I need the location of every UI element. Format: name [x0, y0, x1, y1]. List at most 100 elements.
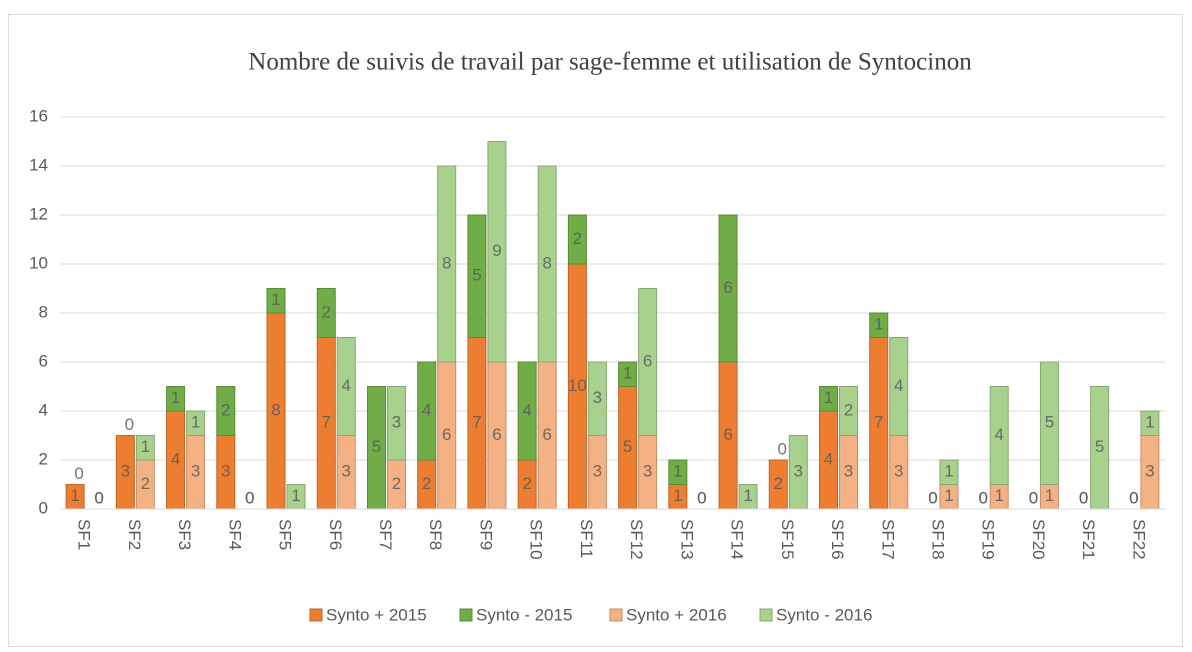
x-tick-label: SF22	[1129, 519, 1148, 560]
data-label: 2	[422, 474, 431, 493]
bar-segment	[1140, 410, 1160, 436]
bar-segment	[437, 165, 457, 363]
data-label: 0	[94, 488, 103, 507]
data-label: 2	[392, 474, 401, 493]
bar-segment	[939, 459, 959, 485]
x-tick-label: SF16	[828, 519, 847, 560]
data-label: 1	[1045, 486, 1054, 505]
data-label: 0	[978, 488, 987, 507]
bar-segment	[819, 386, 839, 412]
data-label: 1	[141, 437, 150, 456]
bar-segment	[417, 361, 437, 461]
data-label: 6	[723, 425, 732, 444]
x-tick-label: SF20	[1029, 519, 1048, 560]
y-tick-label: 16	[29, 106, 48, 125]
data-label: 1	[271, 290, 280, 309]
data-label: 0	[1129, 488, 1138, 507]
data-label: 5	[623, 437, 632, 456]
x-tick-label: SF2	[125, 519, 144, 550]
legend-label: Synto - 2016	[776, 605, 872, 624]
x-tick-label: SF1	[75, 519, 94, 550]
data-label: 1	[191, 413, 200, 432]
bar-segment	[266, 288, 286, 314]
data-label: 0	[74, 464, 83, 483]
data-label: 3	[1145, 462, 1154, 481]
data-label: 7	[472, 413, 481, 432]
bar-segment	[467, 214, 487, 338]
data-label: 6	[542, 425, 551, 444]
x-tick-label: SF13	[677, 519, 696, 560]
y-tick-label: 10	[29, 253, 48, 272]
data-label: 1	[743, 486, 752, 505]
data-label: 8	[542, 253, 551, 272]
data-label: 0	[1129, 488, 1138, 507]
data-label: 1	[944, 486, 953, 505]
data-label: 6	[723, 278, 732, 297]
data-label: 6	[442, 425, 451, 444]
y-tick-label: 4	[39, 400, 48, 419]
data-label: 7	[322, 413, 331, 432]
data-label: 0	[1079, 488, 1088, 507]
data-label: 10	[568, 376, 587, 395]
bar-segment	[386, 386, 406, 461]
data-label: 0	[928, 488, 937, 507]
bar-segment	[668, 459, 688, 485]
bar-segment	[618, 361, 638, 387]
data-label: 2	[774, 474, 783, 493]
data-label: 1	[70, 486, 79, 505]
legend-swatch	[609, 608, 623, 622]
data-label: 3	[221, 462, 230, 481]
legend-label: Synto - 2015	[476, 605, 572, 624]
data-label: 1	[874, 315, 883, 334]
bar-segment	[487, 141, 507, 363]
data-label: 1	[673, 462, 682, 481]
legend-label: Synto + 2015	[326, 605, 427, 624]
x-tick-label: SF12	[627, 519, 646, 560]
data-label: 3	[894, 462, 903, 481]
bar-segment	[989, 386, 1009, 485]
bar-segment	[166, 386, 186, 412]
bar-segment	[567, 214, 587, 265]
x-tick-label: SF21	[1079, 519, 1098, 560]
y-tick-label: 6	[39, 351, 48, 370]
data-label: 4	[171, 449, 180, 468]
y-tick-label: 2	[39, 449, 48, 468]
data-label: 4	[994, 425, 1003, 444]
data-label: 2	[522, 474, 531, 493]
data-label: 0	[125, 415, 134, 434]
data-label: 0	[778, 439, 787, 458]
chart-frame	[8, 14, 1183, 647]
data-label: 0	[1079, 488, 1088, 507]
data-label: 1	[171, 388, 180, 407]
data-label: 4	[894, 376, 903, 395]
data-label: 0	[245, 488, 254, 507]
data-label: 0	[697, 488, 706, 507]
data-label: 3	[844, 462, 853, 481]
data-label: 3	[121, 462, 130, 481]
data-label: 1	[623, 364, 632, 383]
x-tick-label: SF17	[878, 519, 897, 560]
x-tick-label: SF18	[928, 519, 947, 560]
data-label: 1	[673, 486, 682, 505]
bar-segment	[517, 361, 537, 461]
x-tick-label: SF7	[376, 519, 395, 550]
data-label: 0	[928, 488, 937, 507]
data-label: 5	[1095, 437, 1104, 456]
data-label: 7	[874, 413, 883, 432]
data-label: 8	[442, 253, 451, 272]
x-tick-label: SF8	[426, 519, 445, 550]
data-label: 1	[994, 486, 1003, 505]
bar-segment	[135, 435, 155, 461]
x-tick-label: SF15	[778, 519, 797, 560]
bar-segment	[316, 288, 336, 338]
data-label: 4	[422, 400, 431, 419]
data-label: 0	[978, 488, 987, 507]
data-label: 3	[342, 462, 351, 481]
data-label: 0	[1029, 488, 1038, 507]
data-label: 6	[643, 351, 652, 370]
data-label: 3	[794, 462, 803, 481]
chart-title: Nombre de suivis de travail par sage-fem…	[248, 49, 972, 76]
x-tick-label: SF9	[476, 519, 495, 550]
data-label: 4	[824, 449, 833, 468]
